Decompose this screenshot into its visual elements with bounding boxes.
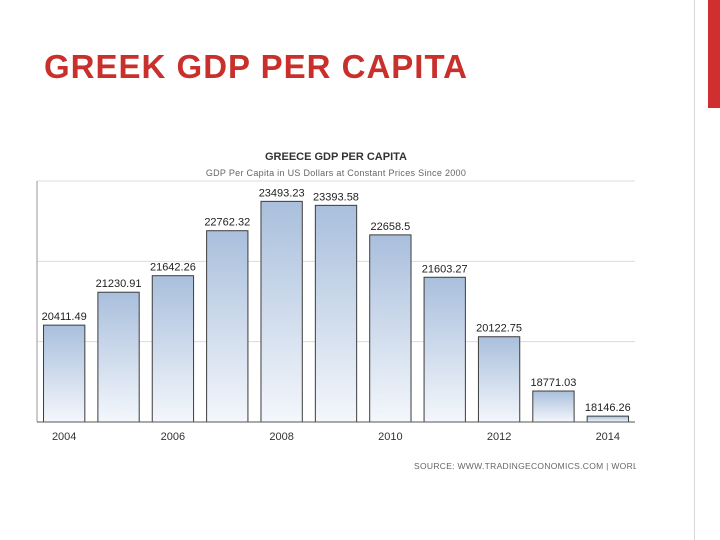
bar-2008 [260, 200, 303, 423]
bar-2012 [477, 336, 521, 423]
value-label-2007: 22762.32 [204, 217, 250, 229]
value-label-2006: 21642.26 [150, 262, 196, 274]
bar-2010 [369, 234, 412, 423]
value-labels: 20411.49 21230.91 21642.26 22762.32 23493.23… [42, 187, 631, 414]
bar-2006 [151, 275, 195, 423]
value-label-2004: 20411.49 [42, 311, 87, 323]
bar-2004 [43, 324, 86, 423]
value-label-2013: 18771.03 [531, 377, 577, 389]
value-label-2005: 21230.91 [96, 278, 142, 290]
bar-2005 [97, 291, 140, 423]
bar-2013 [532, 390, 575, 423]
value-label-2014: 18146.26 [585, 402, 631, 414]
chart-subtitle: GDP Per Capita in US Dollars at Constant… [205, 168, 467, 178]
bar-2011 [423, 276, 466, 423]
x-tick-label-2008: 2008 [269, 431, 293, 443]
x-tick-label-2012: 2012 [487, 431, 511, 443]
value-label-2009: 23393.58 [313, 191, 359, 203]
bar-2009 [314, 204, 358, 423]
x-tick-label-2014: 2014 [596, 431, 620, 443]
slide-edge-rule [694, 0, 695, 540]
chart-source: SOURCE: WWW.TRADINGECONOMICS.COM | WORLD… [414, 461, 636, 471]
value-label-2008: 23493.23 [259, 187, 305, 199]
value-label-2010: 22658.5 [370, 221, 410, 233]
x-tick-label-2004: 2004 [52, 431, 76, 443]
bar-2007 [206, 230, 249, 423]
slide-title: GREEK GDP PER CAPITA [44, 48, 469, 85]
value-label-2012: 20122.75 [476, 323, 522, 335]
x-tick-label-2006: 2006 [161, 431, 185, 443]
x-axis: 2004 2006 2008 2010 2012 2014 [37, 421, 635, 443]
value-label-2011: 21603.27 [422, 263, 468, 275]
x-tick-label-2010: 2010 [378, 431, 402, 443]
chart-title: GREECE GDP PER CAPITA [264, 151, 407, 163]
bars [43, 200, 629, 423]
bar-2014 [586, 415, 629, 423]
accent-bar [708, 0, 720, 108]
